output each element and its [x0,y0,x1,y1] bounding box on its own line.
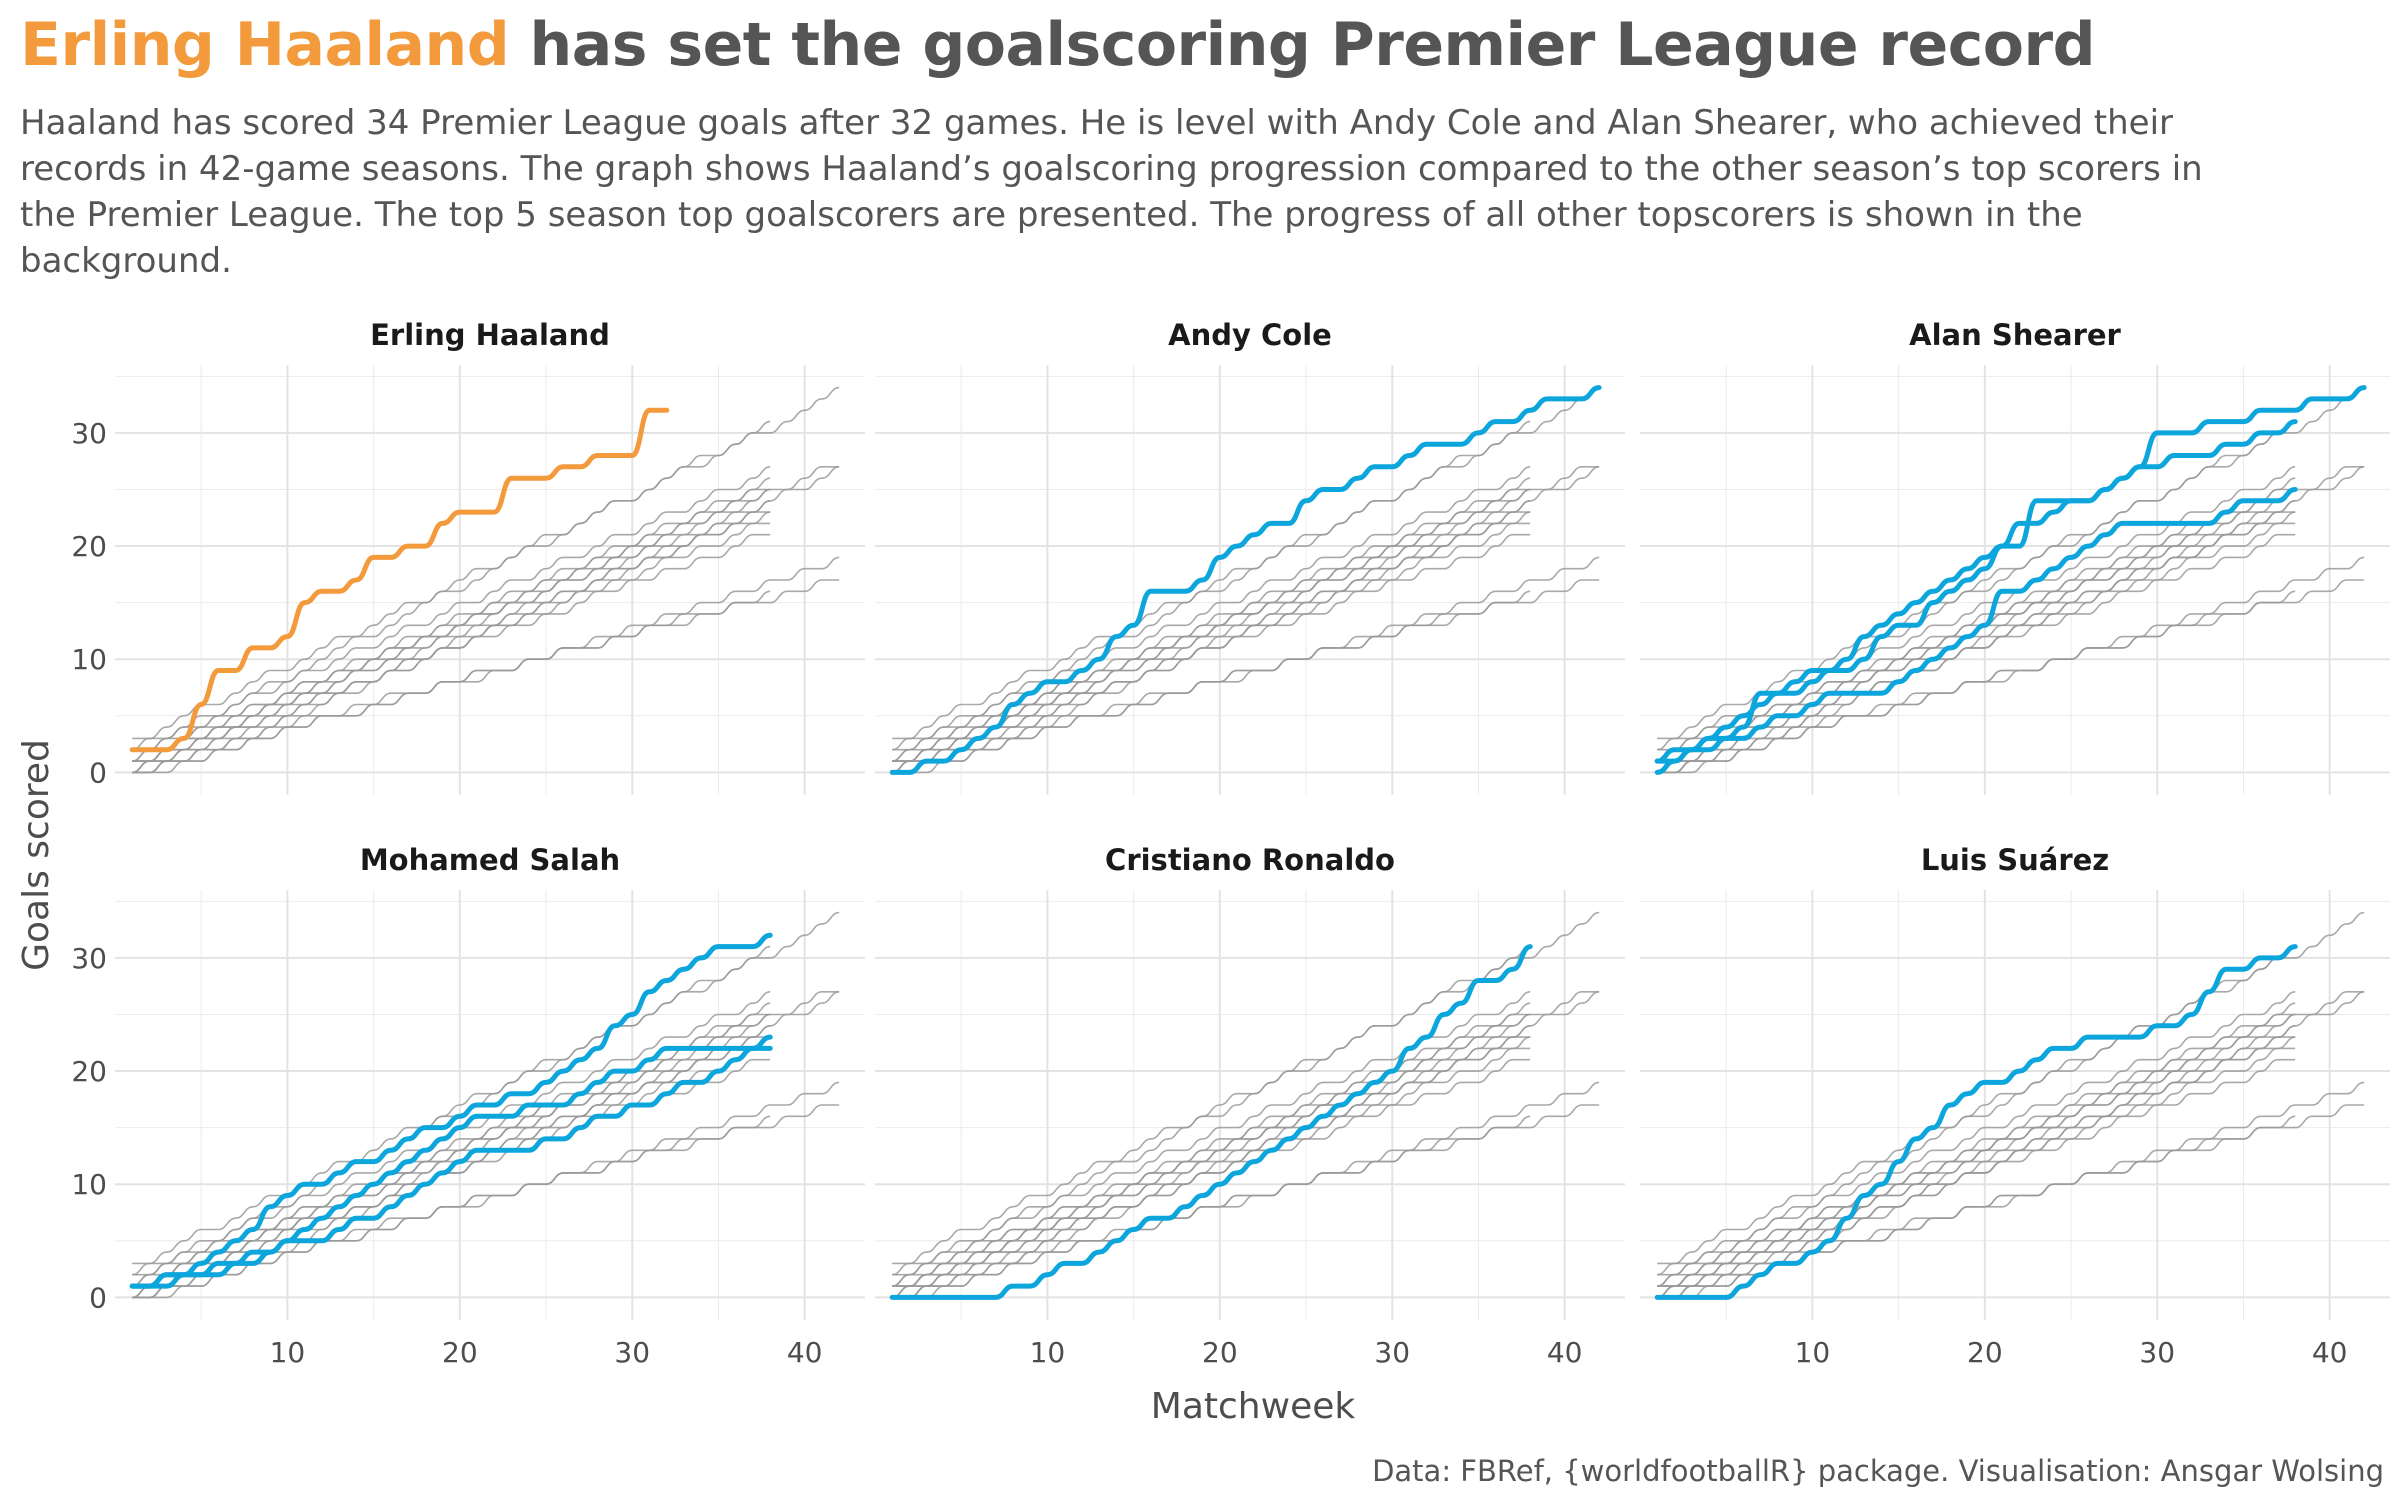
y-axis-title: Goals scored [16,739,57,971]
background-series-line [892,1036,1531,1287]
background-series-line [892,500,1531,751]
highlight-series-line [1654,944,2298,1300]
panel-title: Cristiano Ronaldo [1105,843,1395,877]
x-tick-label: 40 [1547,1336,1583,1369]
panel-title: Alan Shearer [1909,318,2121,352]
x-tick-label: 10 [1795,1336,1831,1369]
panel-andy-cole: Andy Cole [875,318,1625,795]
background-series-line [1657,1081,2365,1299]
x-tick-label: 30 [1374,1336,1410,1369]
y-tick-label: 10 [71,1168,107,1201]
background-series-line [892,1115,1531,1299]
background-series-line [1657,511,2296,762]
background-series-line [132,466,771,751]
highlight-series-line [129,932,773,1289]
x-tick-label: 40 [2312,1336,2348,1369]
panel-cristiano-ronaldo: Cristiano Ronaldo 10 20 30 40 [875,843,1625,1369]
background-series-line [892,590,1531,774]
y-tick-label: 0 [89,756,107,789]
title-highlight: Erling Haaland [20,10,510,80]
background-series-line [132,1115,771,1299]
panel-luis-su-rez: Luis Suárez 10 20 30 40 [1640,843,2390,1369]
background-series-line [132,945,771,1287]
background-series-line [132,511,771,762]
background-series-line [132,1036,771,1287]
x-tick-label: 20 [442,1336,478,1369]
panel-title: Erling Haaland [370,318,610,352]
x-tick-label: 10 [1030,1336,1066,1369]
x-tick-label: 30 [2139,1336,2175,1369]
x-axis-title: Matchweek [1151,1386,1356,1427]
background-series-line [892,556,1600,774]
background-series-line [132,500,771,751]
x-tick-label: 30 [614,1336,650,1369]
highlight-series-line [1654,419,2298,775]
background-series-line [892,466,1531,751]
y-tick-label: 0 [89,1281,107,1314]
background-series-line [892,386,1600,740]
background-series-line [1657,590,2296,774]
x-tick-label: 20 [1967,1336,2003,1369]
background-series-line [1657,1025,2296,1276]
title-rest: has set the goalscoring Premier League r… [509,10,2096,80]
background-series-line [1657,1036,2296,1287]
highlight-series-line [889,944,1533,1300]
background-series-line [1657,945,2296,1287]
background-series-line [892,420,1531,762]
background-series-line [892,945,1531,1287]
background-series-line [132,386,840,740]
panel-erling-haaland: Erling Haaland 0 10 20 30 [71,318,865,795]
chart-subtitle: Haaland has scored 34 Premier League goa… [20,103,2203,281]
background-series-line [132,911,840,1265]
y-tick-label: 30 [71,942,107,975]
x-tick-label: 20 [1202,1336,1238,1369]
panel-title: Luis Suárez [1921,843,2109,877]
y-tick-label: 20 [71,1055,107,1088]
background-series-line [892,1025,1531,1276]
x-tick-label: 40 [787,1336,823,1369]
background-series-line [132,590,771,774]
highlight-series-line [129,407,670,753]
background-series-line [1657,991,2296,1276]
chart-caption: Data: FBRef, {worldfootballR} package. V… [1372,1454,2384,1488]
y-tick-label: 20 [71,530,107,563]
background-series-line [1657,386,2365,740]
background-series-line [132,420,771,762]
background-series-line [892,1081,1600,1299]
panel-mohamed-salah: Mohamed Salah 0 10 20 30 10 20 30 40 [71,843,865,1369]
background-series-line [132,556,840,774]
background-series-line [892,991,1531,1276]
background-series-line [892,911,1600,1265]
highlight-series-line [129,1034,773,1289]
y-tick-label: 30 [71,417,107,450]
panel-alan-shearer: Alan Shearer [1640,318,2390,795]
y-tick-label: 10 [71,643,107,676]
highlight-series-line [889,385,1602,775]
highlight-series-line [1654,487,2298,764]
panel-title: Mohamed Salah [360,843,620,877]
background-series-line [1657,911,2365,1265]
x-tick-label: 10 [270,1336,306,1369]
chart-title: Erling Haaland has set the goalscoring P… [20,10,2096,80]
panel-title: Andy Cole [1168,318,1332,352]
background-series-line [892,511,1531,762]
